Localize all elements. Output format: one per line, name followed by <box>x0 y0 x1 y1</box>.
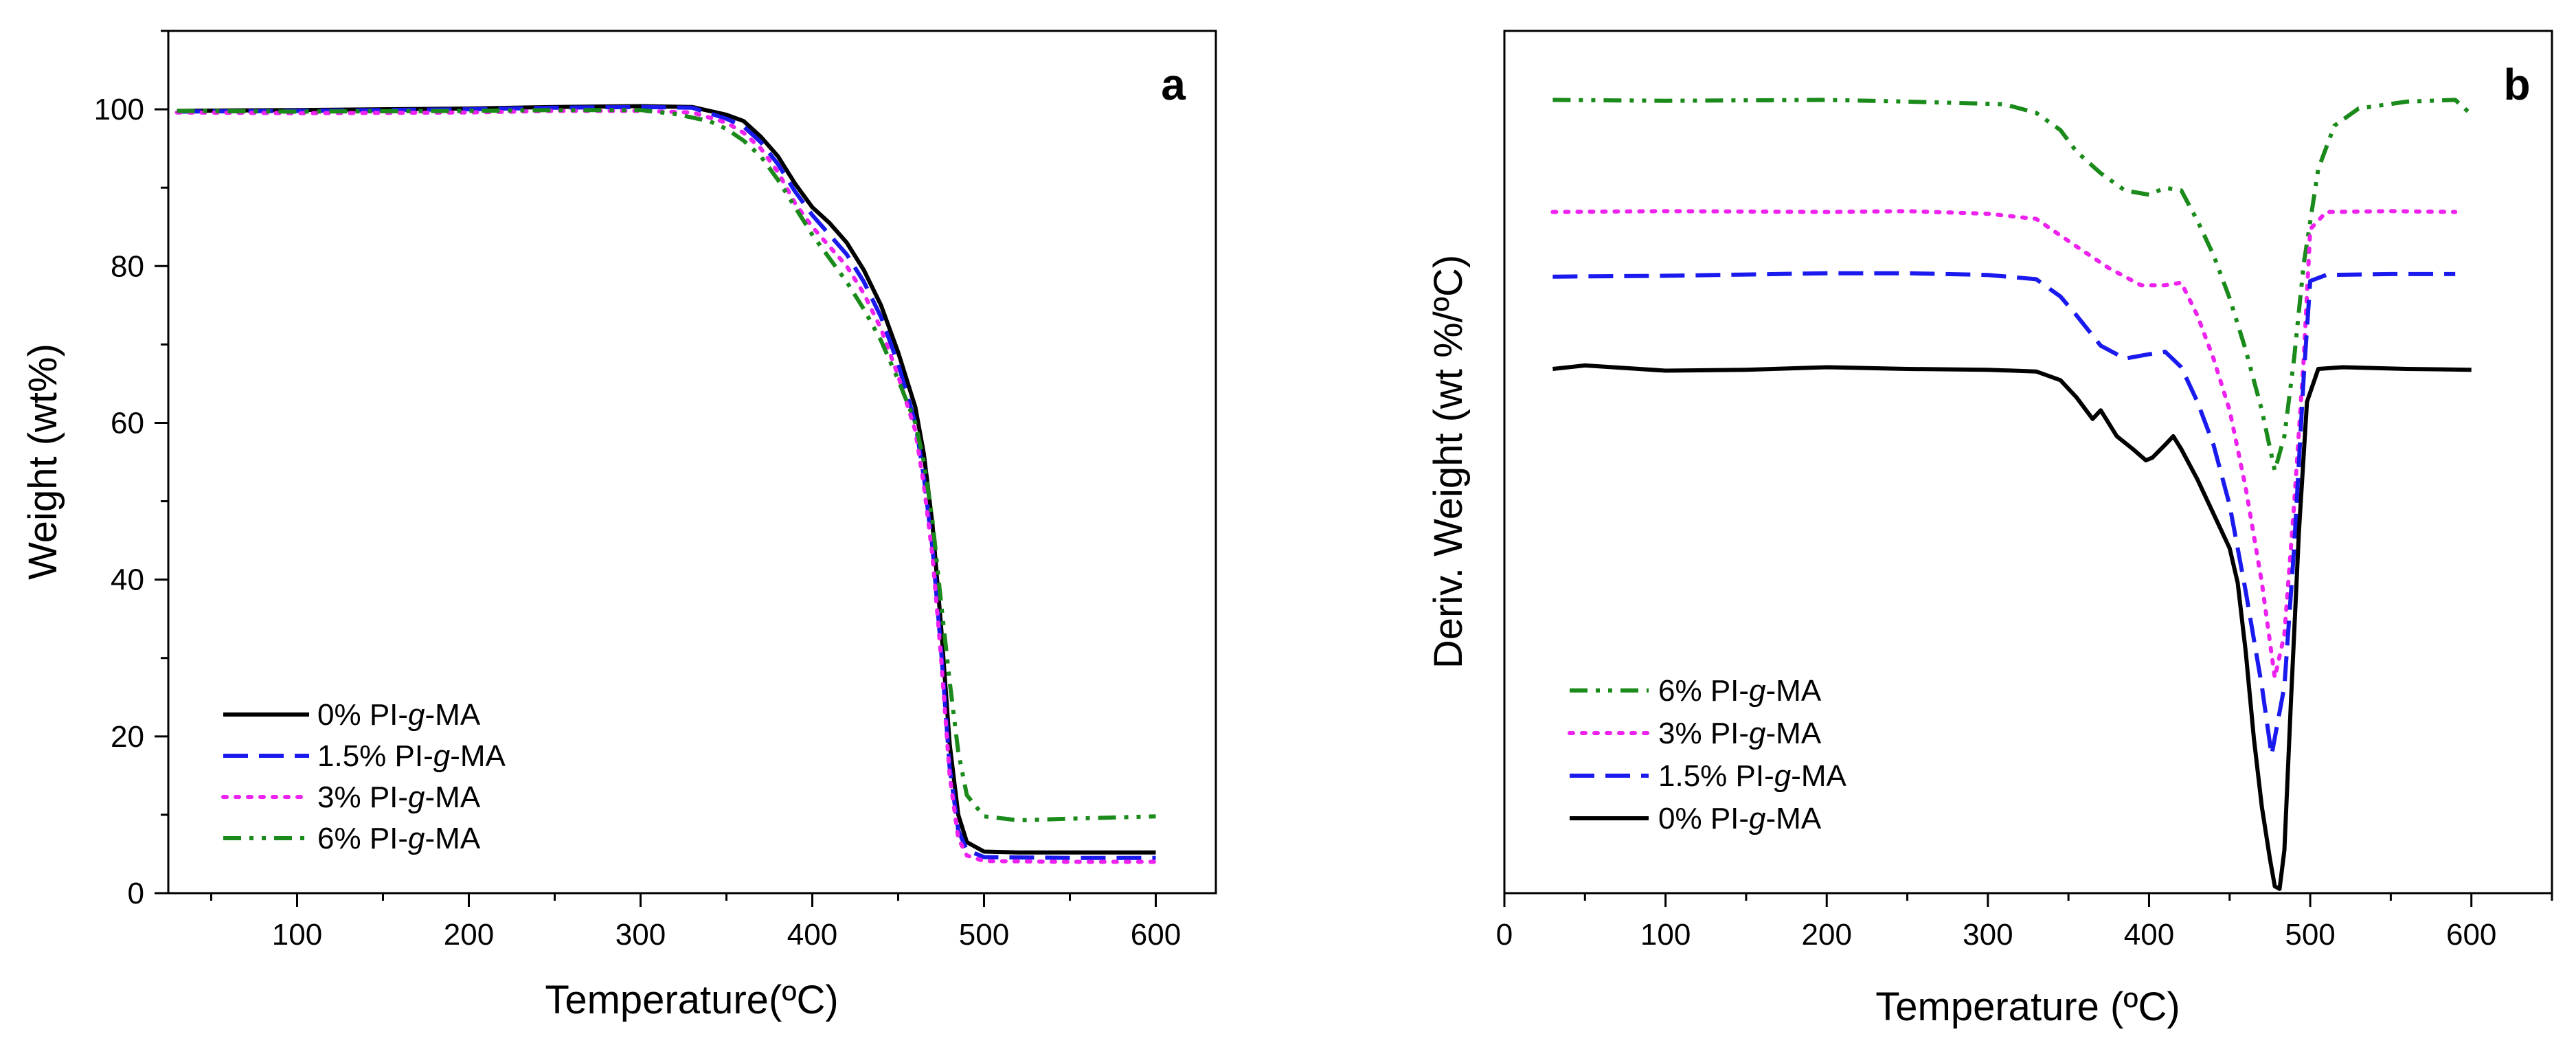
legend-label-prefix: 0% PI- <box>1658 802 1749 835</box>
panel-b-series <box>1550 98 2473 891</box>
a-series-line-0 <box>177 104 1156 855</box>
a-legend-label-3: 6% PI-g-MA <box>317 822 481 855</box>
panel-b-plot-frame <box>1503 30 2553 895</box>
a-series-line-3 <box>177 108 1156 822</box>
a-x-tick-label: 500 <box>959 918 1009 952</box>
b-legend-label-3: 0% PI-g-MA <box>1658 802 1822 835</box>
b-x-tick-label: 0 <box>1496 918 1513 952</box>
b-legend-label-2: 1.5% PI-g-MA <box>1658 759 1847 793</box>
b-x-tick-label: 400 <box>2124 918 2174 952</box>
legend-label-prefix: 1.5% PI- <box>1658 759 1774 793</box>
panel-b-x-axis-title: Temperature (ºC) <box>1875 985 2180 1029</box>
legend-label-italic: g <box>1749 717 1766 750</box>
b-legend-label-1: 3% PI-g-MA <box>1658 717 1822 750</box>
legend-label-italic: g <box>433 739 451 773</box>
a-legend-label-0: 0% PI-g-MA <box>317 698 481 732</box>
a-legend-label-1: 1.5% PI-g-MA <box>317 739 506 773</box>
a-x-tick-label: 100 <box>272 918 322 952</box>
a-legend-label-2: 3% PI-g-MA <box>317 780 481 814</box>
legend-label-suffix: -MA <box>1766 717 1822 750</box>
legend-label-suffix: -MA <box>1766 674 1822 708</box>
panel-a-label: a <box>1161 60 1186 109</box>
legend-label-italic: g <box>408 822 425 855</box>
a-y-tick-label: 80 <box>111 249 144 283</box>
panel-a-y-axis-title: Weight (wt%) <box>21 344 65 580</box>
legend-label-prefix: 6% PI- <box>317 822 408 855</box>
panel-a-plot-frame <box>167 30 1217 895</box>
panel-a-ticks: 100 200 300 400 500 600 0 20 40 60 80 100 <box>94 30 1181 952</box>
panel-b-ticks: 0 100 200 300 400 500 600 <box>1496 893 2553 952</box>
legend-label-suffix: -MA <box>450 739 506 773</box>
a-y-tick-label: 20 <box>111 720 144 754</box>
panel-a-series <box>174 104 1158 864</box>
legend-label-suffix: -MA <box>425 698 481 732</box>
a-y-tick-label: 100 <box>94 93 144 126</box>
legend-label-prefix: 0% PI- <box>317 698 408 732</box>
legend-label-italic: g <box>408 698 425 732</box>
legend-label-suffix: -MA <box>425 780 481 814</box>
a-x-tick-label: 200 <box>444 918 494 952</box>
panel-b-dtg-chart: 0 100 200 300 400 500 600 6% PI-g-MA3% PI-g-MA… <box>1426 30 2553 1029</box>
a-y-tick-label: 40 <box>111 563 144 597</box>
b-x-tick-label: 500 <box>2285 918 2335 952</box>
a-y-tick-label: 0 <box>128 877 144 910</box>
legend-label-italic: g <box>1749 674 1766 708</box>
legend-label-prefix: 3% PI- <box>1658 717 1749 750</box>
b-series-line-0 <box>1552 98 2473 473</box>
panel-b-legend: 6% PI-g-MA3% PI-g-MA1.5% PI-g-MA0% PI-g-… <box>1568 674 1847 835</box>
legend-label-prefix: 1.5% PI- <box>317 739 433 773</box>
b-series-line-1 <box>1550 209 2458 680</box>
b-x-tick-label: 100 <box>1640 918 1691 952</box>
panel-a-x-axis-title: Temperature(ºC) <box>545 978 838 1022</box>
legend-label-italic: g <box>1774 759 1792 793</box>
legend-label-italic: g <box>408 780 425 814</box>
a-y-tick-label: 60 <box>111 406 144 440</box>
b-legend-label-0: 6% PI-g-MA <box>1658 674 1822 708</box>
b-series-line-3 <box>1552 363 2472 891</box>
b-x-tick-label: 200 <box>1802 918 1852 952</box>
legend-label-suffix: -MA <box>425 822 481 855</box>
legend-label-suffix: -MA <box>1766 802 1822 835</box>
legend-label-suffix: -MA <box>1791 759 1846 793</box>
panel-b-y-axis-title: Deriv. Weight (wt %/ºC) <box>1426 255 1471 668</box>
legend-label-prefix: 3% PI- <box>317 780 408 814</box>
panel-a-legend: 0% PI-g-MA1.5% PI-g-MA3% PI-g-MA6% PI-g-… <box>221 698 506 855</box>
a-x-tick-label: 300 <box>615 918 666 952</box>
b-x-tick-label: 300 <box>1963 918 2013 952</box>
b-series-line-2 <box>1552 271 2456 758</box>
panel-b-label: b <box>2503 60 2530 109</box>
legend-label-prefix: 6% PI- <box>1658 674 1749 708</box>
legend-label-italic: g <box>1749 802 1766 835</box>
a-series-line-2 <box>174 109 1158 864</box>
a-x-tick-label: 400 <box>787 918 837 952</box>
b-x-tick-label: 600 <box>2446 918 2496 952</box>
a-x-tick-label: 600 <box>1131 918 1181 952</box>
